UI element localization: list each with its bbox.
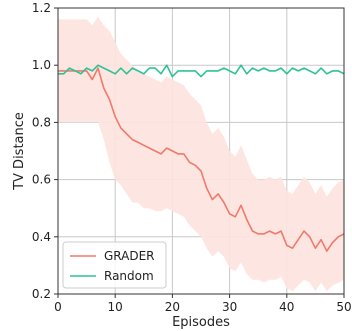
y-tick-label-3: 0.8 [32,115,51,129]
legend-label-grader: GRADER [104,249,155,263]
x-tick-label-1: 10 [108,300,123,314]
legend: GRADER Random [62,241,167,289]
plot-frame [57,7,345,295]
y-tick-label-1: 0.4 [32,230,51,244]
y-axis-label: TV Distance [12,112,27,191]
legend-label-random: Random [104,269,154,283]
series-line-grader [58,67,345,252]
series-line-random [58,64,345,78]
x-tick-label-0: 0 [54,300,62,314]
x-tick-label-2: 20 [165,300,180,314]
y-tick-label-5: 1.2 [32,1,51,15]
ticks: 0 10 20 30 40 50 0.2 0.4 0.6 0.8 1.0 1.2 [32,1,352,314]
x-tick-label-4: 40 [279,300,294,314]
x-tick-label-5: 50 [336,300,351,314]
y-tick-label-4: 1.0 [32,58,51,72]
y-tick-label-2: 0.6 [32,173,51,187]
error-bands [58,16,344,292]
series-lines [58,64,345,252]
band-grader [58,16,344,292]
y-tick-label-0: 0.2 [32,287,51,301]
x-axis-label: Episodes [172,315,230,330]
x-tick-label-3: 30 [222,300,237,314]
